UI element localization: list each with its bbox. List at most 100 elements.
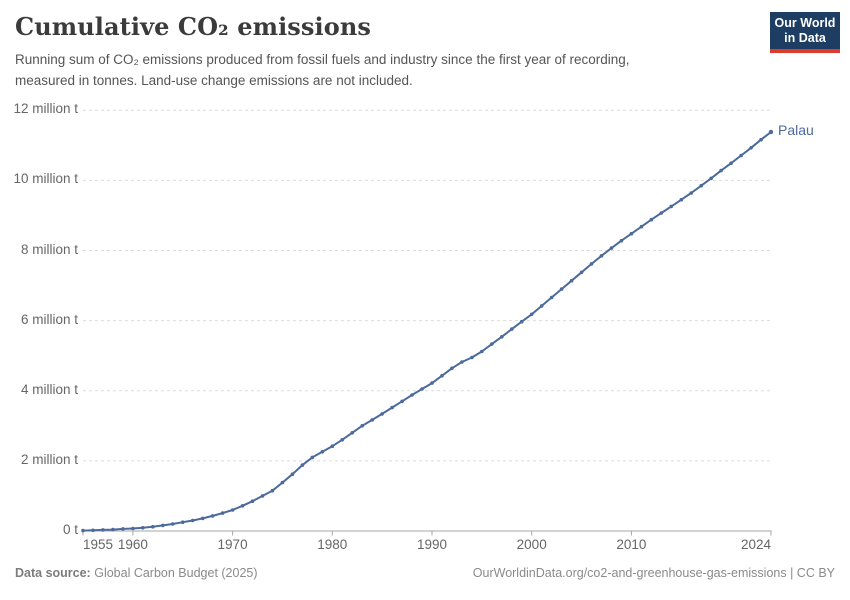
x-tick-label: 2024 (740, 537, 771, 552)
series-point[interactable] (350, 431, 355, 435)
series-point[interactable] (539, 304, 544, 308)
series-point[interactable] (151, 525, 155, 529)
x-tick-label: 2010 (616, 537, 647, 552)
series-point[interactable] (490, 342, 494, 346)
series-point[interactable] (689, 191, 693, 195)
series-point[interactable] (310, 455, 315, 460)
series-point[interactable] (749, 146, 753, 150)
x-tick-label: 1990 (416, 537, 448, 552)
series-point[interactable] (220, 511, 225, 515)
y-tick-label: 2 million t (20, 451, 78, 467)
owid-logo-line2: in Data (784, 31, 826, 45)
series-point[interactable] (131, 526, 135, 531)
x-tick-label: 1960 (117, 537, 148, 552)
series-point[interactable] (370, 418, 375, 422)
series-point[interactable] (470, 355, 474, 360)
series-point[interactable] (699, 183, 703, 188)
series-point[interactable] (510, 327, 514, 331)
y-tick-label: 8 million t (20, 241, 78, 257)
series-point[interactable] (619, 238, 624, 243)
chart-footer: Data source: Global Carbon Budget (2025)… (15, 566, 835, 580)
y-tick-label: 6 million t (20, 311, 78, 327)
series-point[interactable] (549, 295, 554, 300)
chart-subtitle: Running sum of CO₂ emissions produced fr… (15, 50, 630, 91)
series-point[interactable] (111, 527, 115, 532)
data-source-label: Data source: (15, 566, 91, 580)
series-point[interactable] (170, 522, 175, 526)
series-point[interactable] (679, 197, 684, 202)
series-point[interactable] (161, 523, 165, 528)
series-point[interactable] (121, 527, 125, 531)
entity-label-palau[interactable]: Palau (778, 122, 814, 139)
series-point[interactable] (569, 278, 574, 283)
data-source-value: Global Carbon Budget (2025) (94, 566, 258, 580)
series-point[interactable] (260, 494, 265, 498)
series-point[interactable] (360, 424, 365, 428)
series-point[interactable] (81, 528, 85, 533)
series-point[interactable] (579, 270, 584, 275)
y-tick-label: 10 million t (13, 171, 78, 187)
series-point[interactable] (709, 176, 713, 181)
owid-logo-line1: Our World (774, 16, 836, 30)
x-tick-label: 1980 (317, 537, 348, 552)
series-point[interactable] (739, 153, 743, 158)
series-point[interactable] (649, 217, 654, 222)
series-point[interactable] (589, 262, 594, 266)
footer-citation-link[interactable]: OurWorldinData.org/co2-and-greenhouse-ga… (472, 566, 835, 580)
series-point[interactable] (609, 246, 614, 250)
chart-subtitle-line2: measured in tonnes. Land-use change emis… (15, 72, 413, 88)
series-point[interactable] (529, 312, 534, 317)
y-tick-label: 4 million t (20, 381, 78, 397)
series-point[interactable] (320, 450, 325, 454)
y-tick-label: 12 million t (13, 101, 78, 117)
series-point[interactable] (519, 319, 524, 324)
series-point[interactable] (240, 504, 245, 508)
data-source-note: Data source: Global Carbon Budget (2025) (15, 566, 258, 580)
series-point[interactable] (390, 405, 394, 410)
x-tick-label: 2000 (516, 537, 547, 552)
owid-logo[interactable]: Our World in Data (770, 12, 840, 53)
chart-subtitle-line1: Running sum of CO₂ emissions produced fr… (15, 52, 630, 67)
series-point[interactable] (340, 438, 345, 442)
series-point[interactable] (230, 508, 235, 512)
series-point[interactable] (141, 526, 145, 530)
series-point[interactable] (759, 137, 763, 142)
series-point[interactable] (629, 231, 634, 236)
series-point[interactable] (430, 381, 434, 385)
series-point[interactable] (410, 393, 414, 397)
series-point[interactable] (300, 463, 305, 467)
series-point[interactable] (91, 528, 95, 533)
series-point[interactable] (280, 480, 285, 485)
series-point[interactable] (639, 224, 644, 229)
series-point[interactable] (460, 360, 464, 364)
series-point[interactable] (290, 472, 295, 477)
series-point[interactable] (270, 488, 275, 493)
series-point[interactable] (420, 387, 424, 391)
series-point[interactable] (190, 518, 195, 523)
series-point[interactable] (210, 514, 215, 518)
series-point[interactable] (250, 499, 255, 504)
series-point[interactable] (400, 399, 404, 404)
series-point[interactable] (200, 516, 205, 521)
x-tick-label: 1955 (83, 537, 114, 552)
series-point[interactable] (659, 211, 664, 215)
series-point[interactable] (729, 161, 733, 165)
series-point[interactable] (101, 528, 105, 532)
series-point[interactable] (440, 373, 444, 378)
series-line-palau[interactable] (82, 131, 772, 532)
series-point[interactable] (599, 254, 604, 258)
series-point[interactable] (480, 349, 484, 354)
y-tick-label: 0 t (62, 522, 78, 537)
series-point[interactable] (450, 366, 454, 371)
series-point[interactable] (768, 129, 774, 135)
series-point[interactable] (330, 444, 335, 449)
series-point[interactable] (500, 335, 504, 339)
series-point[interactable] (559, 287, 564, 291)
series-point[interactable] (380, 412, 384, 416)
x-tick-label: 1970 (217, 537, 248, 552)
series-point[interactable] (719, 168, 723, 173)
series-point[interactable] (669, 204, 674, 209)
series-point[interactable] (180, 520, 185, 524)
